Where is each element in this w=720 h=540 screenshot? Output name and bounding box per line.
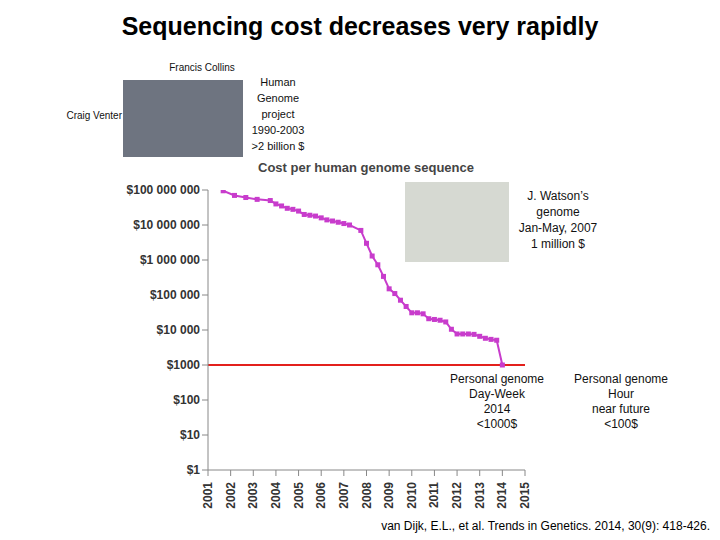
html-text:genome: genome	[536, 205, 580, 219]
html-text:Day-Week: Day-Week	[469, 387, 525, 401]
html-text:Francis Collins: Francis Collins	[169, 62, 235, 73]
html-text:J. Watson’s: J. Watson’s	[527, 189, 589, 203]
html-text:Sequencing cost decreases very: Sequencing cost decreases very rapidly	[121, 12, 599, 40]
svg-text:2008: 2008	[360, 482, 374, 509]
svg-text:$100 000 000: $100 000 000	[127, 183, 201, 197]
svg-text:2003: 2003	[246, 482, 260, 509]
html-text:Cost per human genome sequence: Cost per human genome sequence	[258, 160, 474, 175]
svg-text:2001: 2001	[201, 482, 215, 509]
html-text:Human: Human	[260, 76, 296, 88]
svg-text:2004: 2004	[269, 482, 283, 509]
html-text:van Dijk, E.L., et al. Trends: van Dijk, E.L., et al. Trends in Genetic…	[381, 519, 710, 533]
svg-text:2011: 2011	[427, 482, 441, 508]
svg-text:2015: 2015	[518, 482, 532, 509]
svg-text:$10: $10	[180, 428, 200, 442]
svg-text:2013: 2013	[473, 482, 487, 509]
svg-text:$1000: $1000	[167, 358, 201, 372]
html-text:2014: 2014	[483, 402, 511, 416]
html-text:Personal genome: Personal genome	[450, 372, 544, 386]
svg-text:2007: 2007	[337, 482, 351, 509]
svg-text:2010: 2010	[405, 482, 419, 509]
html-text:near future: near future	[592, 402, 650, 416]
svg-text:2012: 2012	[450, 482, 464, 509]
svg-text:$10 000 000: $10 000 000	[133, 218, 200, 232]
svg-text:$1 000 000: $1 000 000	[140, 253, 200, 267]
html-text:Hour: Hour	[608, 387, 634, 401]
svg-text:$1: $1	[187, 463, 201, 477]
svg-text:$100: $100	[173, 393, 200, 407]
html-text:Jan-May, 2007: Jan-May, 2007	[518, 221, 598, 235]
html-text:>2 billion $: >2 billion $	[251, 140, 305, 152]
svg-text:$10 000: $10 000	[157, 323, 201, 337]
html-text:Genome: Genome	[256, 92, 300, 104]
html-text:<1000$: <1000$	[476, 417, 518, 431]
svg-text:$100 000: $100 000	[150, 288, 200, 302]
html-text:project: project	[261, 108, 295, 120]
html-text:1 million $: 1 million $	[531, 237, 585, 251]
html-text:1990-2003: 1990-2003	[251, 124, 305, 136]
svg-text:2002: 2002	[224, 482, 238, 509]
svg-text:2006: 2006	[314, 482, 328, 509]
html-text:Craig Venter: Craig Venter	[66, 110, 122, 121]
svg-text:2009: 2009	[382, 482, 396, 509]
html-text:Personal genome: Personal genome	[574, 372, 668, 386]
svg-text:2005: 2005	[292, 482, 306, 509]
html-text:<100$: <100$	[604, 417, 638, 431]
svg-text:2014: 2014	[495, 482, 509, 509]
